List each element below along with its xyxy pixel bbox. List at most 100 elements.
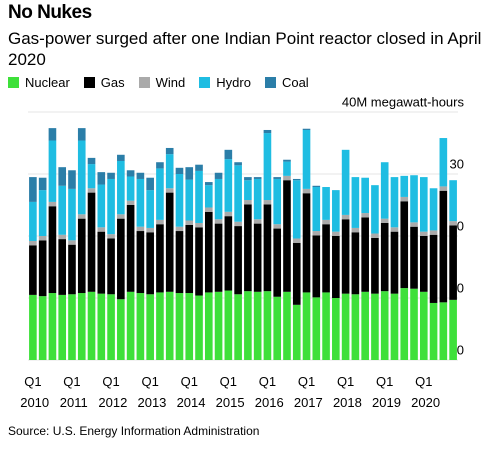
bar-segment [253, 223, 262, 292]
x-tick-label-line: 2012 [95, 395, 128, 410]
bar-segment [126, 200, 135, 205]
legend-item: Wind [138, 75, 186, 90]
bar-segment [214, 172, 223, 179]
bar-segment [371, 233, 379, 238]
bar-segment [195, 295, 203, 360]
bar-segment [283, 159, 291, 162]
x-tick-label-line: 2011 [56, 395, 88, 410]
bar-segment [283, 180, 291, 292]
bar-segment [185, 220, 194, 225]
bar-segment [29, 177, 37, 202]
bar-segment [380, 222, 389, 292]
bar-segment [361, 291, 369, 360]
bar-segment [449, 299, 457, 360]
bar-segment [332, 236, 340, 298]
bar-segment [429, 188, 438, 231]
bar-segment [273, 177, 282, 179]
x-tick-label: Q1 2013 [134, 374, 167, 410]
bar-segment [58, 294, 67, 360]
legend-label: Wind [155, 75, 186, 90]
legend-swatch [138, 77, 150, 88]
bar-segment [439, 302, 448, 360]
bar-segment [419, 236, 428, 292]
bar-segment [175, 174, 184, 227]
bar-segment [58, 239, 67, 295]
bar-segment [165, 192, 174, 292]
bar-segment [195, 227, 203, 296]
bar-segment [156, 219, 164, 225]
bar-segment [234, 221, 242, 227]
bar-segment [136, 178, 145, 227]
legend: Nuclear Gas Wind Hydro Coal [8, 75, 496, 90]
x-tick-label: Q1 2014 [173, 374, 206, 410]
bar-segment [439, 186, 448, 191]
bar-segment [29, 294, 37, 360]
legend-item: Gas [83, 75, 125, 90]
legend-item: Coal [264, 75, 309, 90]
legend-swatch [83, 77, 95, 88]
bar-segment [273, 228, 282, 297]
bar-segment [68, 240, 76, 245]
bar-segment [322, 224, 330, 293]
bar-segment [322, 292, 330, 360]
bar-segment [117, 299, 125, 360]
bar-segment [146, 177, 154, 191]
x-tick-label-line: 2018 [329, 395, 362, 410]
x-tick-label-line: Q1 [337, 374, 354, 389]
bar-segment [244, 291, 252, 360]
bar-segment [107, 178, 115, 235]
legend-label: Coal [281, 75, 309, 90]
bar-segment [263, 133, 272, 201]
x-tick-label-line: Q1 [141, 374, 158, 389]
bar-segment [204, 185, 213, 208]
x-tick-label-line: Q1 [298, 374, 315, 389]
bar-segment [214, 223, 223, 292]
bar-segment [204, 211, 213, 293]
bar-segment [380, 218, 389, 223]
bar-segment [185, 224, 194, 294]
x-tick-label-line: Q1 [376, 374, 393, 389]
bar-segment [97, 227, 106, 232]
bar-segment [419, 291, 428, 360]
x-tick-label-line: Q1 [259, 374, 276, 389]
bar-segment [341, 149, 350, 215]
bar-segment [371, 237, 379, 294]
bar-segment [77, 293, 86, 360]
bar-segment [146, 294, 154, 360]
bar-segment [234, 226, 242, 295]
bar-segment [204, 292, 213, 360]
x-tick-label-line: 2014 [173, 395, 206, 410]
bar-segment [48, 201, 57, 207]
bar-segment [97, 172, 106, 185]
bar-segment [126, 170, 135, 177]
legend-swatch [264, 77, 276, 88]
bar-segment [429, 302, 438, 360]
bar-segment [175, 231, 184, 294]
bar-segment [165, 154, 174, 189]
bar-segment [312, 185, 321, 188]
bar-segment [234, 165, 242, 222]
bar-segment [439, 138, 448, 187]
x-tick-label-line: 2010 [17, 395, 50, 410]
legend-item: Hydro [199, 75, 251, 90]
bar-segment [361, 217, 369, 292]
bar-segment [273, 178, 282, 225]
x-tick-label-line: Q1 [415, 374, 432, 389]
chart-subtitle: Gas-power surged after one Indian Point … [8, 29, 482, 69]
bar-segment [107, 238, 115, 295]
bar-segment [87, 188, 96, 193]
bar-segment [107, 172, 115, 179]
x-tick-label: Q1 2015 [212, 374, 245, 410]
bar-segment [380, 291, 389, 360]
bar-segment [165, 291, 174, 360]
bar-segment [68, 244, 76, 295]
bar-segment [204, 182, 213, 186]
x-tick-label-line: Q1 [63, 374, 80, 389]
bar-segment [351, 232, 360, 295]
bar-segment [292, 304, 301, 360]
bar-segment [332, 298, 340, 360]
bar-segment [253, 178, 262, 220]
bar-segment [165, 147, 174, 155]
bar-segment [136, 226, 145, 232]
bar-segment [292, 178, 301, 181]
